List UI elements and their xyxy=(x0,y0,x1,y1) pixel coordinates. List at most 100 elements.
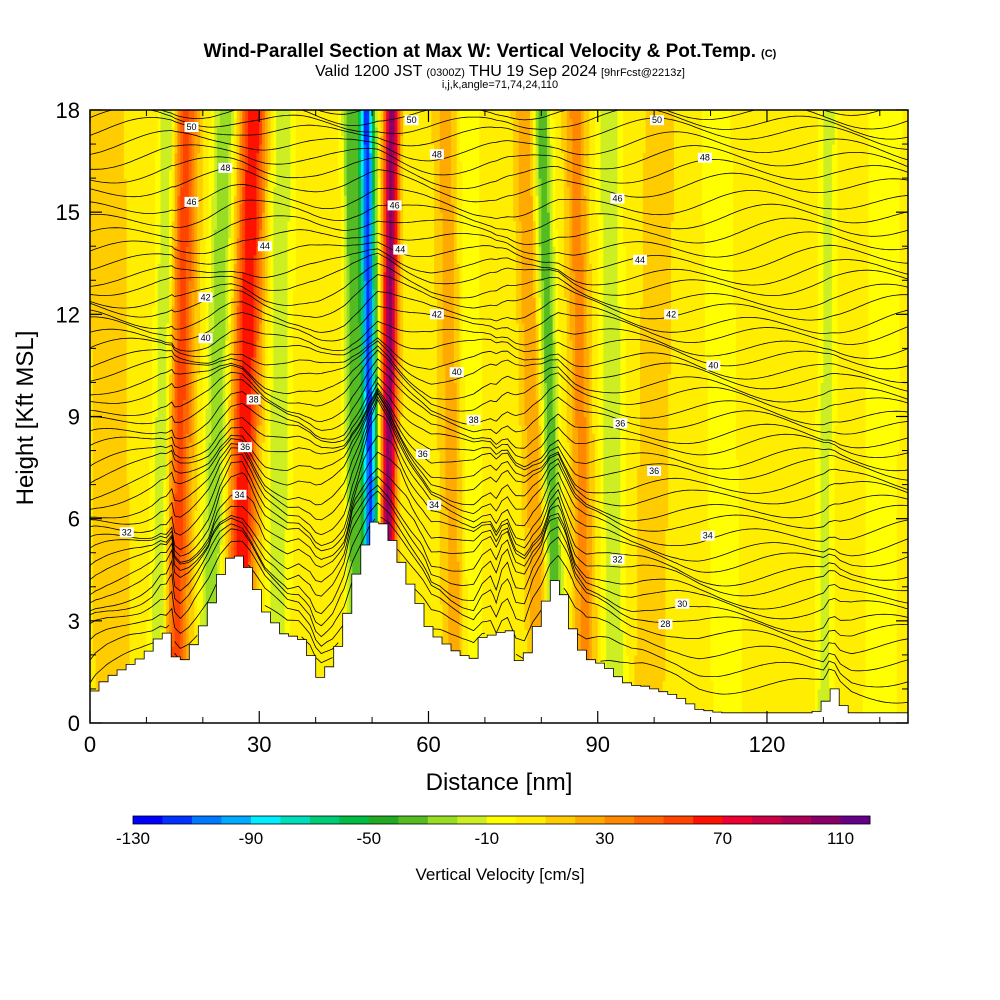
velocity-cell xyxy=(346,254,351,264)
velocity-cell xyxy=(180,280,187,290)
velocity-cell xyxy=(589,425,593,435)
velocity-cell xyxy=(386,493,390,503)
velocity-cell xyxy=(583,305,588,315)
velocity-cell xyxy=(583,297,588,307)
velocity-cell xyxy=(126,407,153,418)
velocity-cell xyxy=(397,254,401,264)
velocity-cell xyxy=(259,433,266,443)
velocity-cell xyxy=(620,620,627,630)
velocity-cell xyxy=(482,603,525,613)
velocity-cell xyxy=(211,331,226,341)
velocity-cell xyxy=(256,569,260,579)
velocity-cell xyxy=(445,373,455,384)
velocity-cell xyxy=(403,339,438,349)
velocity-cell xyxy=(90,356,94,367)
velocity-cell xyxy=(603,442,621,452)
velocity-cell xyxy=(369,501,373,511)
velocity-cell xyxy=(572,612,576,622)
velocity-cell xyxy=(817,254,824,264)
velocity-cell xyxy=(575,637,582,647)
velocity-cell xyxy=(397,552,401,562)
velocity-cell xyxy=(211,425,224,435)
velocity-cell xyxy=(287,459,294,469)
velocity-cell xyxy=(197,501,201,511)
velocity-cell xyxy=(369,271,373,281)
velocity-cell xyxy=(166,425,170,435)
velocity-cell xyxy=(188,382,193,392)
velocity-cell xyxy=(256,382,260,392)
velocity-cell xyxy=(287,373,294,384)
velocity-cell xyxy=(168,263,173,273)
velocity-cell xyxy=(397,433,401,443)
velocity-cell xyxy=(363,339,368,349)
velocity-cell xyxy=(442,271,455,281)
velocity-cell xyxy=(445,459,458,469)
velocity-cell xyxy=(168,348,173,358)
velocity-cell xyxy=(157,390,167,401)
velocity-cell xyxy=(205,561,218,571)
velocity-cell xyxy=(400,442,438,452)
velocity-cell xyxy=(211,382,224,392)
velocity-cell xyxy=(256,348,260,358)
velocity-cell xyxy=(391,263,396,273)
velocity-cell xyxy=(273,246,289,256)
velocity-cell xyxy=(597,425,604,435)
velocity-cell xyxy=(231,442,235,452)
velocity-cell xyxy=(741,663,816,673)
velocity-cell xyxy=(180,569,187,579)
velocity-cell xyxy=(527,459,540,469)
velocity-cell xyxy=(149,484,156,494)
velocity-cell xyxy=(90,510,94,520)
velocity-cell xyxy=(262,390,266,401)
velocity-cell xyxy=(558,407,562,418)
velocity-cell xyxy=(482,399,520,409)
velocity-cell xyxy=(208,518,221,528)
velocity-cell xyxy=(462,578,469,588)
velocity-cell xyxy=(264,373,269,384)
velocity-cell xyxy=(577,552,588,562)
velocity-cell xyxy=(527,442,540,452)
velocity-cell xyxy=(462,510,466,520)
velocity-cell xyxy=(397,348,401,358)
velocity-cell xyxy=(372,382,376,392)
velocity-cell xyxy=(707,442,737,452)
velocity-cell xyxy=(374,467,379,477)
velocity-cell xyxy=(149,569,153,579)
velocity-cell xyxy=(188,518,193,528)
velocity-cell xyxy=(594,501,602,511)
velocity-cell xyxy=(386,280,390,290)
velocity-cell xyxy=(343,390,348,401)
velocity-cell xyxy=(620,510,627,520)
velocity-cell xyxy=(625,637,638,647)
velocity-cell xyxy=(563,288,571,298)
velocity-cell xyxy=(256,518,260,528)
velocity-cell xyxy=(575,569,579,579)
velocity-cell xyxy=(566,322,571,332)
velocity-cell xyxy=(225,280,229,290)
velocity-cell xyxy=(366,382,370,392)
velocity-cell xyxy=(541,305,545,315)
velocity-cell xyxy=(239,407,252,418)
velocity-cell xyxy=(222,416,226,426)
velocity-cell xyxy=(262,527,266,537)
velocity-cell xyxy=(592,331,599,341)
velocity-cell xyxy=(814,459,822,469)
velocity-cell xyxy=(561,586,565,596)
velocity-cell xyxy=(586,297,593,307)
velocity-cell xyxy=(479,305,517,315)
velocity-cell xyxy=(194,442,198,452)
velocity-cell xyxy=(287,263,297,273)
velocity-cell xyxy=(583,348,590,358)
velocity-cell xyxy=(524,339,537,349)
velocity-cell xyxy=(462,629,469,639)
velocity-cell xyxy=(741,697,816,707)
velocity-cell xyxy=(363,348,368,358)
velocity-cell xyxy=(166,373,170,384)
velocity-cell xyxy=(741,705,816,716)
velocity-cell xyxy=(707,510,740,520)
velocity-cell xyxy=(597,620,602,630)
velocity-cell xyxy=(707,407,737,418)
velocity-cell xyxy=(538,322,542,332)
velocity-cell xyxy=(253,544,258,554)
velocity-cell xyxy=(896,552,908,562)
